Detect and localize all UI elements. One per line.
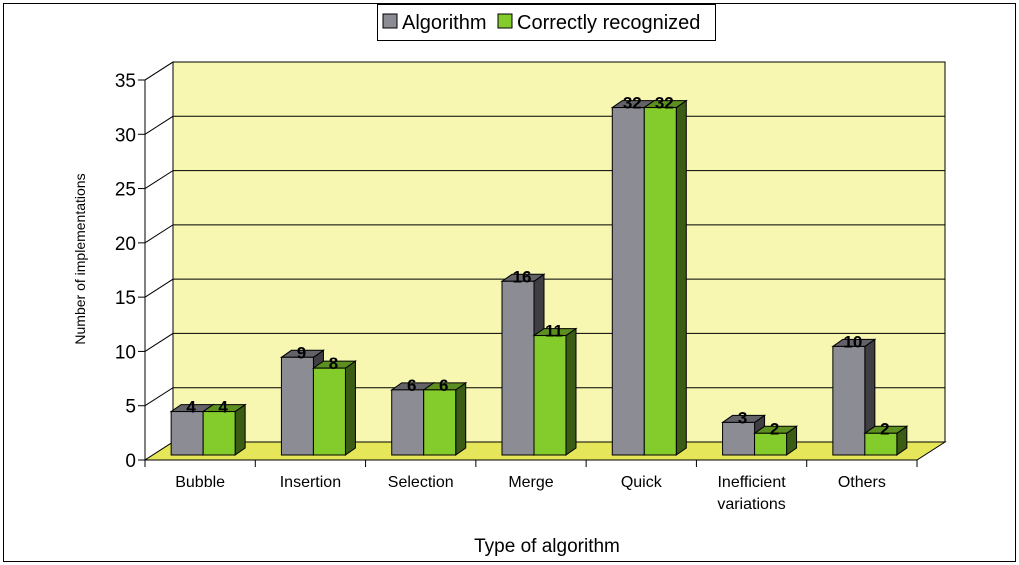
bar-correctly-recognized <box>422 381 468 456</box>
data-label: 2 <box>880 419 889 438</box>
legend-label: Correctly recognized <box>517 12 700 34</box>
x-tick-label: Selection <box>388 474 454 491</box>
gridlines <box>144 61 945 407</box>
data-label: 32 <box>623 94 642 113</box>
x-tick-label: Bubble <box>175 474 225 491</box>
bar-correctly-recognized <box>311 360 358 456</box>
x-tick-label: Inefficient variations <box>717 474 786 513</box>
bar-correctly-recognized <box>752 425 799 456</box>
x-tick-label: Others <box>838 474 886 491</box>
y-tick-label: 30 <box>115 125 136 146</box>
legend-item-correctly-recognized[interactable]: Correctly recognized <box>497 12 700 34</box>
y-tick-label: 15 <box>115 288 136 309</box>
data-label: 6 <box>439 376 448 395</box>
legend[interactable]: Algorithm Correctly recognized <box>377 4 716 41</box>
data-label: 32 <box>655 94 674 113</box>
y-tick-label: 5 <box>125 397 136 418</box>
side-wall <box>144 61 174 461</box>
gridline <box>144 170 945 189</box>
gridline <box>144 332 945 352</box>
bar-correctly-recognized <box>642 99 688 456</box>
gridline <box>144 224 945 244</box>
data-label: 3 <box>738 408 747 427</box>
y-tick-label: 35 <box>115 71 136 92</box>
y-axis-title: Number of implementations <box>72 173 88 344</box>
x-tick-label: Quick <box>621 474 663 491</box>
data-label: 6 <box>407 376 416 395</box>
data-label: 4 <box>186 398 196 417</box>
y-tick-label: 0 <box>125 451 136 472</box>
gridline <box>144 387 945 407</box>
x-tick-label: Insertion <box>280 474 341 491</box>
bar-correctly-recognized <box>532 327 578 456</box>
data-label: 8 <box>329 354 338 373</box>
x-tick-label: Merge <box>508 474 553 491</box>
data-label: 2 <box>770 419 779 438</box>
bar-correctly-recognized <box>863 425 909 456</box>
y-tick-label: 20 <box>115 234 136 255</box>
gridline <box>144 61 945 81</box>
bar-correctly-recognized <box>201 403 247 456</box>
bars <box>169 99 909 456</box>
y-tick-label: 10 <box>115 342 136 363</box>
y-tick-label: 25 <box>115 180 136 201</box>
axes: 0 5 10 15 20 25 30 35 Bubble Insertion Selection Me… <box>115 71 918 513</box>
gridline <box>144 278 945 298</box>
legend-swatch <box>382 13 398 29</box>
legend-label: Algorithm <box>402 12 486 34</box>
x-axis-title: Type of algorithm <box>474 536 620 557</box>
legend-item-algorithm[interactable]: Algorithm <box>382 12 486 34</box>
legend-box <box>377 4 716 41</box>
legend-swatch <box>497 13 513 29</box>
data-label: 4 <box>218 398 228 417</box>
data-label: 16 <box>513 267 532 286</box>
data-label: 11 <box>545 322 563 341</box>
data-label: 9 <box>297 343 306 362</box>
data-label: 10 <box>843 332 862 351</box>
gridline <box>144 115 945 135</box>
chart-background <box>3 3 1016 562</box>
